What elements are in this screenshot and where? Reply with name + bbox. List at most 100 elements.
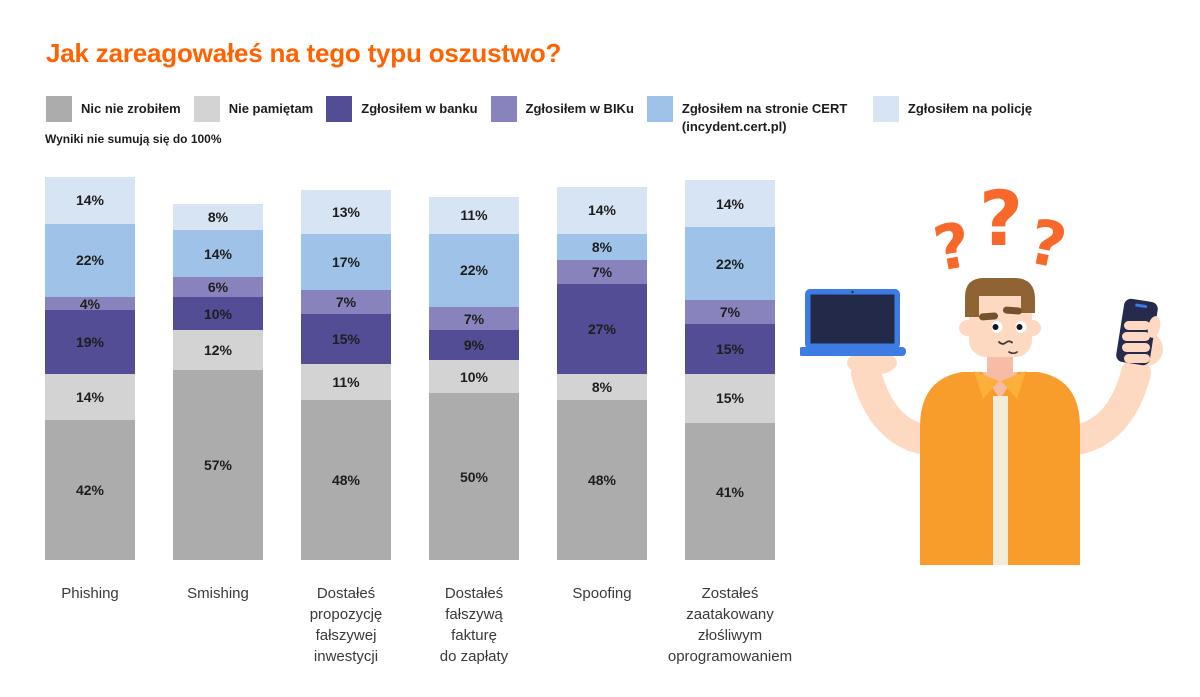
bar-segment: 17% xyxy=(301,233,391,291)
svg-text:?: ? xyxy=(928,208,976,286)
category-label-zlosliwe-oprogramowanie: Zostałeś zaatakowany złośliwym oprogramo… xyxy=(667,585,793,665)
segment-value-label: 14% xyxy=(75,192,105,209)
category-label-falszywa-faktura: Dostałeś fałszywą fakturę do zapłaty xyxy=(439,585,509,665)
category-labels: Phishing Smishing Dostałeś propozycję fa… xyxy=(26,583,794,667)
bar-segment: 19% xyxy=(45,310,135,374)
bar-segment: 50% xyxy=(429,393,519,560)
segment-value-label: 17% xyxy=(331,253,361,270)
segment-value-label: 22% xyxy=(75,252,105,269)
legend-label: Zgłosiłem na stronie CERT (incydent.cert… xyxy=(681,101,848,134)
legend-item-zglosilem-w-biku: Zgłosiłem w BIKu xyxy=(490,96,634,122)
bar-segment: 7% xyxy=(301,290,391,314)
segment-value-label: 14% xyxy=(75,388,105,405)
segment-value-label: 42% xyxy=(75,482,105,499)
segment-value-label: 57% xyxy=(203,457,233,474)
bar-segment: 22% xyxy=(685,226,775,301)
bar-segment: 10% xyxy=(173,296,263,331)
bar-segment: 6% xyxy=(173,276,263,297)
bar-segment: 41% xyxy=(685,423,775,560)
segment-value-label: 9% xyxy=(463,337,485,354)
confused-person-illustration: ? ? ? xyxy=(800,175,1163,565)
stacked-bar: 14% 22% 7% 15% 15% 41% xyxy=(685,180,775,560)
bar-segment: 7% xyxy=(429,306,519,331)
legend-swatch xyxy=(490,96,517,122)
segment-value-label: 15% xyxy=(331,330,361,347)
category-label-phishing: Phishing xyxy=(61,585,119,602)
segment-value-label: 50% xyxy=(459,468,489,485)
segment-value-label: 8% xyxy=(591,378,613,395)
segment-value-label: 7% xyxy=(463,310,485,327)
bar-segment: 42% xyxy=(45,420,135,560)
question-marks-icon: ? ? ? xyxy=(928,175,1072,286)
svg-text:?: ? xyxy=(1022,205,1072,284)
bar-segment: 8% xyxy=(557,373,647,401)
segment-value-label: 7% xyxy=(719,303,741,320)
segment-value-label: 22% xyxy=(459,262,489,279)
legend-label: Nic nie zrobiłem xyxy=(81,101,181,116)
legend-swatch xyxy=(872,96,899,122)
bar-segment: 48% xyxy=(557,400,647,560)
bar-segment: 14% xyxy=(173,230,263,277)
legend-item-zglosilem-na-policje: Zgłosiłem na policję xyxy=(872,96,1033,122)
segment-value-label: 8% xyxy=(207,209,229,225)
legend-label: Zgłosiłem w BIKu xyxy=(525,101,634,116)
segment-value-label: 6% xyxy=(207,278,229,295)
segment-value-label: 7% xyxy=(591,263,613,280)
category-label-smishing: Smishing xyxy=(187,585,249,602)
bar-segment: 14% xyxy=(685,180,775,227)
legend-label: Nie pamiętam xyxy=(228,101,314,116)
segment-value-label: 14% xyxy=(715,195,745,212)
category-label-falszywa-inwestycja: Dostałeś propozycję fałszywej inwestycji xyxy=(309,585,383,665)
bar-segment: 48% xyxy=(301,400,391,560)
legend-label: Zgłosiłem w banku xyxy=(361,101,478,116)
segment-value-label: 14% xyxy=(203,245,233,262)
svg-text:?: ? xyxy=(979,175,1023,263)
bar-segment: 7% xyxy=(557,260,647,284)
bar-segment: 14% xyxy=(45,373,135,421)
legend: Nic nie zrobiłem Nie pamiętam Zgłosiłem … xyxy=(46,96,1032,136)
legend-item-zglosilem-cert: Zgłosiłem na stronie CERT (incydent.cert… xyxy=(646,96,860,136)
bar-segment: 4% xyxy=(45,295,135,312)
legend-swatch xyxy=(326,96,353,122)
segment-value-label: 8% xyxy=(591,238,613,255)
bar-segment: 10% xyxy=(429,360,519,394)
head xyxy=(959,278,1041,357)
segment-value-label: 14% xyxy=(587,202,617,219)
legend-swatch xyxy=(193,96,220,122)
stacked-bar: 14% 8% 7% 27% 8% 48% xyxy=(557,187,647,560)
bar-segment: 22% xyxy=(429,233,519,307)
bar-segment: 14% xyxy=(557,187,647,234)
category-label-spoofing: Spoofing xyxy=(572,585,632,602)
bar-segment: 15% xyxy=(301,313,391,364)
segment-value-label: 7% xyxy=(335,293,357,310)
legend-item-nie-pamietam: Nie pamiętam xyxy=(193,96,314,122)
bar-segment: 12% xyxy=(173,330,263,371)
stacked-bar: 11% 22% 7% 9% 10% 50% xyxy=(429,197,519,560)
segment-value-label: 4% xyxy=(79,295,101,312)
segment-value-label: 27% xyxy=(587,320,617,337)
footnote: Wyniki nie sumują się do 100% xyxy=(45,132,222,146)
bar-segment: 8% xyxy=(173,203,263,231)
segment-value-label: 10% xyxy=(459,368,489,385)
legend-label: Zgłosiłem na policję xyxy=(907,101,1033,116)
legend-item-nic-nie-zrobilem: Nic nie zrobiłem xyxy=(46,96,181,122)
bar-segment: 7% xyxy=(685,300,775,324)
bar-segment: 14% xyxy=(45,177,135,224)
segment-value-label: 41% xyxy=(715,483,745,500)
legend-item-zglosilem-w-banku: Zgłosiłem w banku xyxy=(326,96,478,122)
segment-value-label: 10% xyxy=(203,305,233,322)
stacked-bar: 13% 17% 7% 15% 11% 48% xyxy=(301,190,391,560)
segment-value-label: 11% xyxy=(460,207,488,224)
bar-segment: 27% xyxy=(557,283,647,374)
bar-segment: 11% xyxy=(301,363,391,401)
segment-value-label: 12% xyxy=(203,342,233,359)
legend-swatch xyxy=(46,96,72,122)
segment-value-label: 13% xyxy=(331,204,361,220)
legend-swatch xyxy=(646,96,673,122)
bar-segment: 13% xyxy=(301,190,391,234)
phone-icon xyxy=(1116,298,1163,366)
bar-segment: 9% xyxy=(429,330,519,361)
bar-segment: 8% xyxy=(557,233,647,261)
segment-value-label: 48% xyxy=(331,472,361,489)
